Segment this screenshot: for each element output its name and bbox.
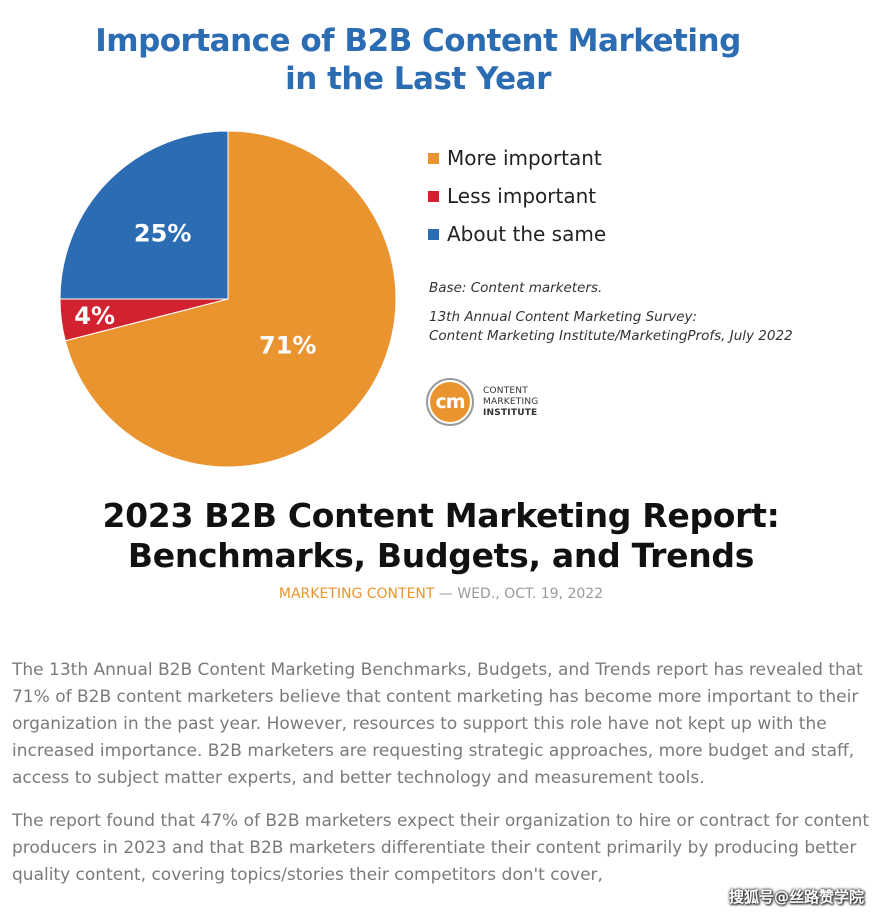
chart-notes: Base: Content marketers. 13th Annual Con… — [429, 279, 793, 346]
cmi-logo: cm CONTENT MARKETING INSTITUTE — [426, 378, 538, 426]
pie-label-more-important: 71% — [259, 331, 316, 359]
meta-separator: — — [434, 586, 458, 602]
article-meta: MARKETING CONTENT — WED., OCT. 19, 2022 — [0, 586, 882, 602]
logo-line2: MARKETING — [483, 396, 539, 407]
legend-label: More important — [447, 146, 602, 170]
logo-line1: CONTENT — [483, 385, 528, 396]
article-title: 2023 B2B Content Marketing Report: Bench… — [0, 496, 882, 576]
pie-slice-more-important — [64, 130, 397, 468]
pie-slice-about-the-same — [59, 130, 229, 300]
legend-swatch — [428, 190, 439, 202]
chart-title-line2: in the Last Year — [285, 61, 551, 97]
pie-label-less-important: 4% — [74, 302, 115, 330]
article-title-line1: 2023 B2B Content Marketing Report: — [102, 496, 780, 535]
legend-label: Less important — [447, 184, 597, 208]
chart-legend: More important Less important About the … — [428, 139, 606, 253]
legend-swatch — [428, 152, 439, 164]
chart-title: Importance of B2B Content Marketing in t… — [0, 22, 836, 98]
article-body: The 13th Annual B2B Content Marketing Be… — [12, 657, 874, 905]
pie-label-about-the-same: 25% — [134, 220, 191, 248]
cmi-logo-icon: cm — [426, 378, 474, 426]
cmi-logo-text: CONTENT MARKETING INSTITUTE — [483, 386, 538, 419]
watermark: 搜狐号@丝路赞学院 — [728, 888, 864, 906]
pie-chart: 71% 4% 25% — [59, 130, 397, 468]
legend-swatch — [428, 228, 439, 240]
source-line2: Content Marketing Institute/MarketingPro… — [429, 328, 793, 344]
paragraph-2: The report found that 47% of B2B markete… — [12, 811, 870, 885]
article-title-line2: Benchmarks, Budgets, and Trends — [127, 536, 755, 575]
source-line1: 13th Annual Content Marketing Survey: — [429, 309, 698, 325]
chart-title-line1: Importance of B2B Content Marketing — [95, 23, 741, 59]
category-link[interactable]: MARKETING CONTENT — [278, 586, 435, 602]
logo-line3: INSTITUTE — [483, 407, 538, 418]
paragraph-1: The 13th Annual B2B Content Marketing Be… — [12, 660, 863, 788]
legend-label: About the same — [447, 222, 607, 246]
cmi-logo-mark: cm — [430, 382, 470, 422]
base-note: Base: Content marketers. — [429, 280, 603, 296]
legend-item-about-the-same: About the same — [428, 215, 606, 253]
legend-item-less-important: Less important — [428, 177, 606, 215]
publish-date: WED., OCT. 19, 2022 — [457, 586, 604, 602]
legend-item-more-important: More important — [428, 139, 606, 177]
